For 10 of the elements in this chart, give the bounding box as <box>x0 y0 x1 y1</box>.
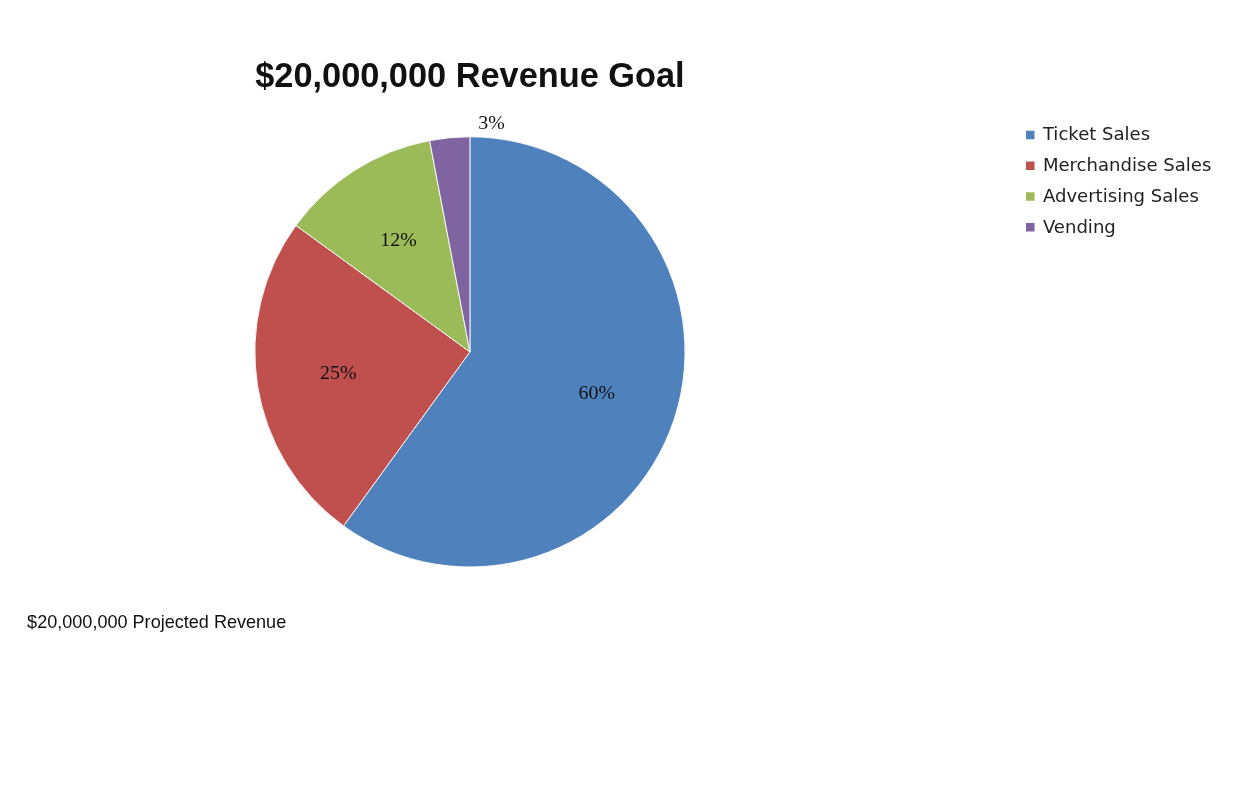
data-label: 3% <box>478 110 505 133</box>
legend-label: Vending <box>1042 215 1116 237</box>
legend-label: Ticket Sales <box>1041 123 1151 145</box>
data-label: 25% <box>320 361 357 384</box>
data-label: 12% <box>380 227 417 250</box>
legend-label: Merchandise Sales <box>1042 154 1212 176</box>
legend-label: Advertising Sales <box>1042 184 1199 206</box>
data-label: 60% <box>578 381 615 404</box>
text: $20,000,000 Projected Revenue <box>27 612 287 633</box>
chart-title: $20,000,000 Revenue Goal <box>255 56 685 95</box>
